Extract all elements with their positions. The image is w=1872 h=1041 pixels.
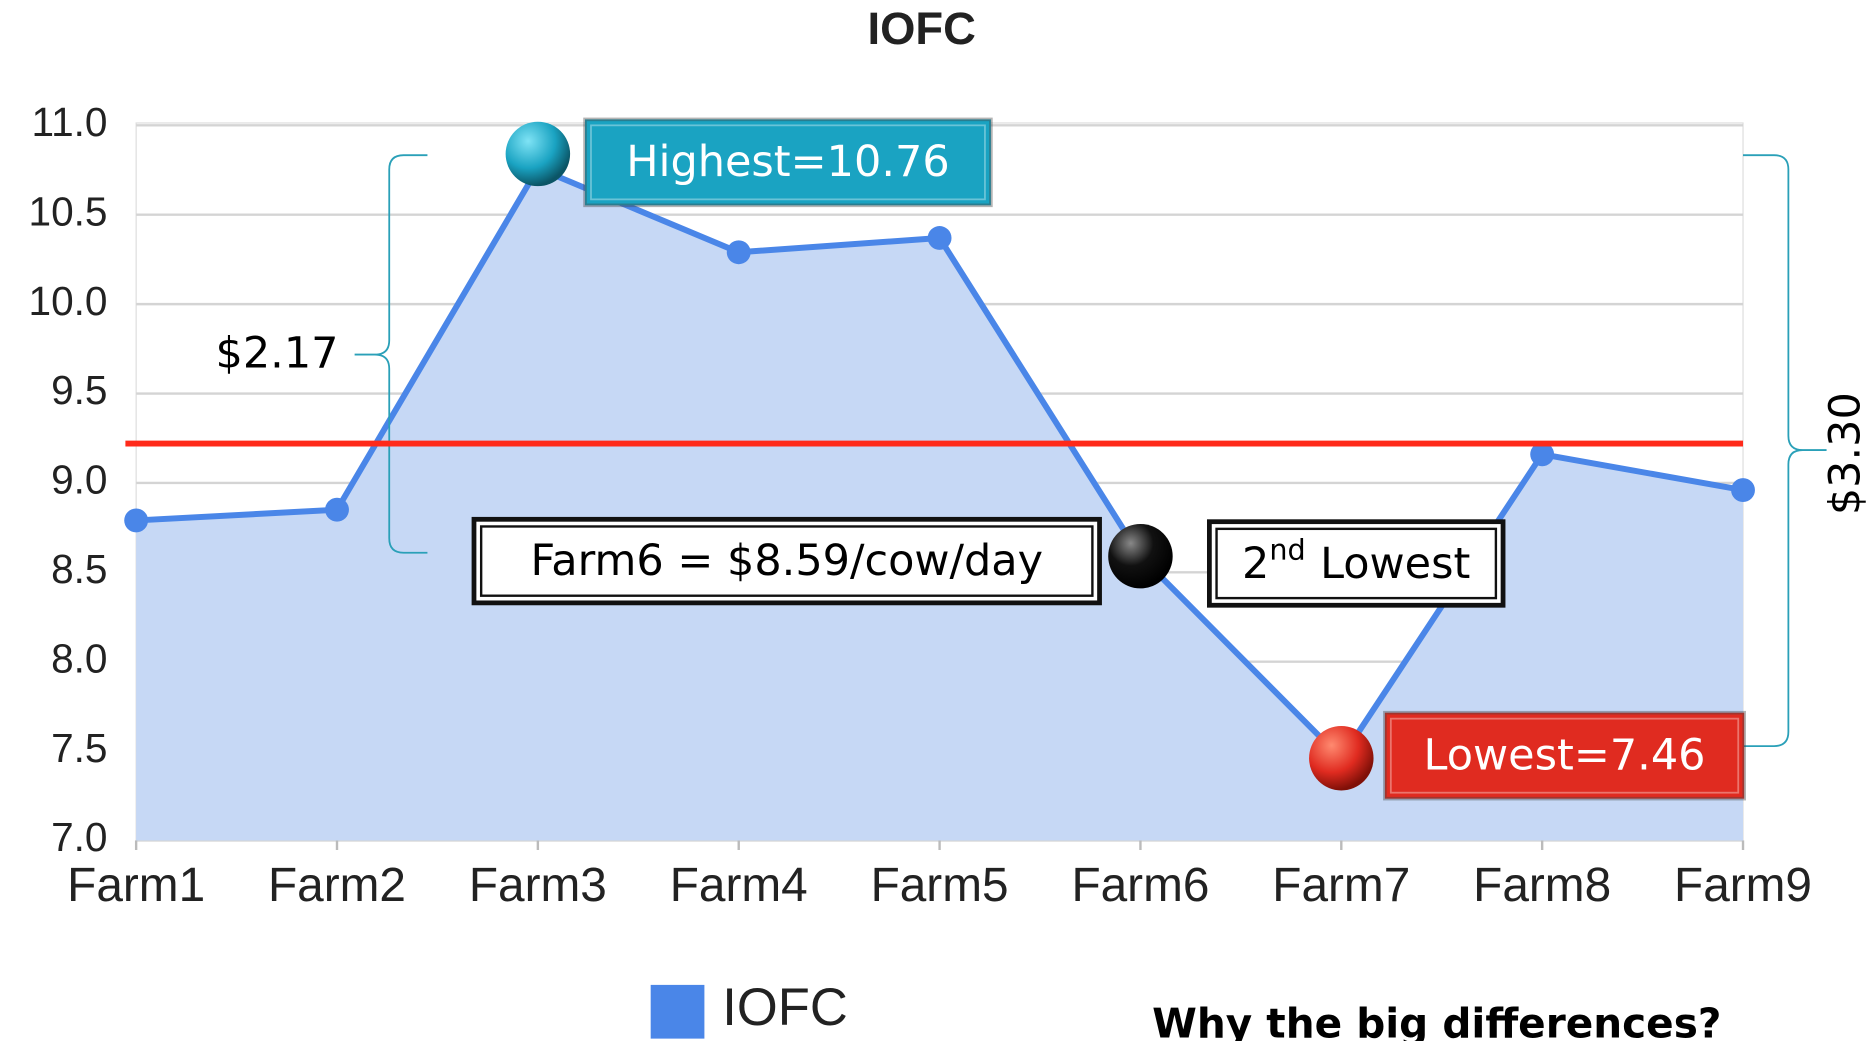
point [1731,478,1755,502]
y-tick-label: 9.5 [51,367,107,413]
legend-swatch [650,984,705,1039]
annotation-border [1215,527,1498,600]
annotation-text: 2 [1242,538,1269,588]
x-tick-label: Farm2 [268,859,406,912]
point [124,508,149,533]
x-tick-label: Farm6 [1071,859,1209,912]
highlight-marker [1309,725,1374,791]
point [325,497,349,522]
annotation-text: Lowest [1320,538,1470,588]
point [927,226,952,250]
annotation-sup: nd [1269,533,1305,567]
annotation-box [471,516,1102,606]
y-tick-label: 9.0 [51,457,107,503]
y-tick-label: 7.5 [51,725,107,771]
annotation-border [590,124,986,201]
chart-title: IOFC [867,3,975,54]
footnote: Why the big differences? [1152,1000,1721,1041]
highlight-marker [1108,523,1173,589]
annotation-border [479,525,1094,597]
range-label: $2.17 [216,328,339,378]
annotation-box [1383,710,1746,801]
y-tick-label: 7.0 [51,814,107,860]
annotation-text: Highest=10.76 [626,137,949,187]
annotation-text: Lowest=7.46 [1424,731,1706,781]
x-tick-label: Farm3 [469,859,607,912]
bracket [354,154,428,554]
bracket [1743,154,1827,748]
x-tick-label: Farm8 [1473,859,1611,912]
area [136,168,1744,841]
y-tick-label: 11.0 [32,99,108,145]
annotation-text: 2nd Lowest [1242,533,1470,589]
y-tick-label: 8.0 [51,635,107,681]
highlight-marker [505,121,571,187]
y-tick-label: 10.5 [29,188,108,234]
annotation-box [1206,519,1506,608]
annotation-text: Farm6 = $8.59/cow/day [530,536,1043,586]
x-tick-label: Farm5 [871,859,1009,912]
y-tick-label: 8.5 [51,546,107,592]
annotation-box [583,117,993,208]
x-tick-label: Farm1 [67,859,205,912]
range-label: $3.30 [1821,392,1871,515]
annotation-border [1389,717,1740,794]
x-tick-label: Farm4 [670,859,808,912]
x-tick-label: Farm9 [1674,859,1812,912]
y-tick-label: 10.0 [29,278,108,324]
point [1530,442,1555,467]
legend-label: IOFC [722,978,847,1037]
point [726,240,751,265]
x-tick-label: Farm7 [1272,859,1410,912]
